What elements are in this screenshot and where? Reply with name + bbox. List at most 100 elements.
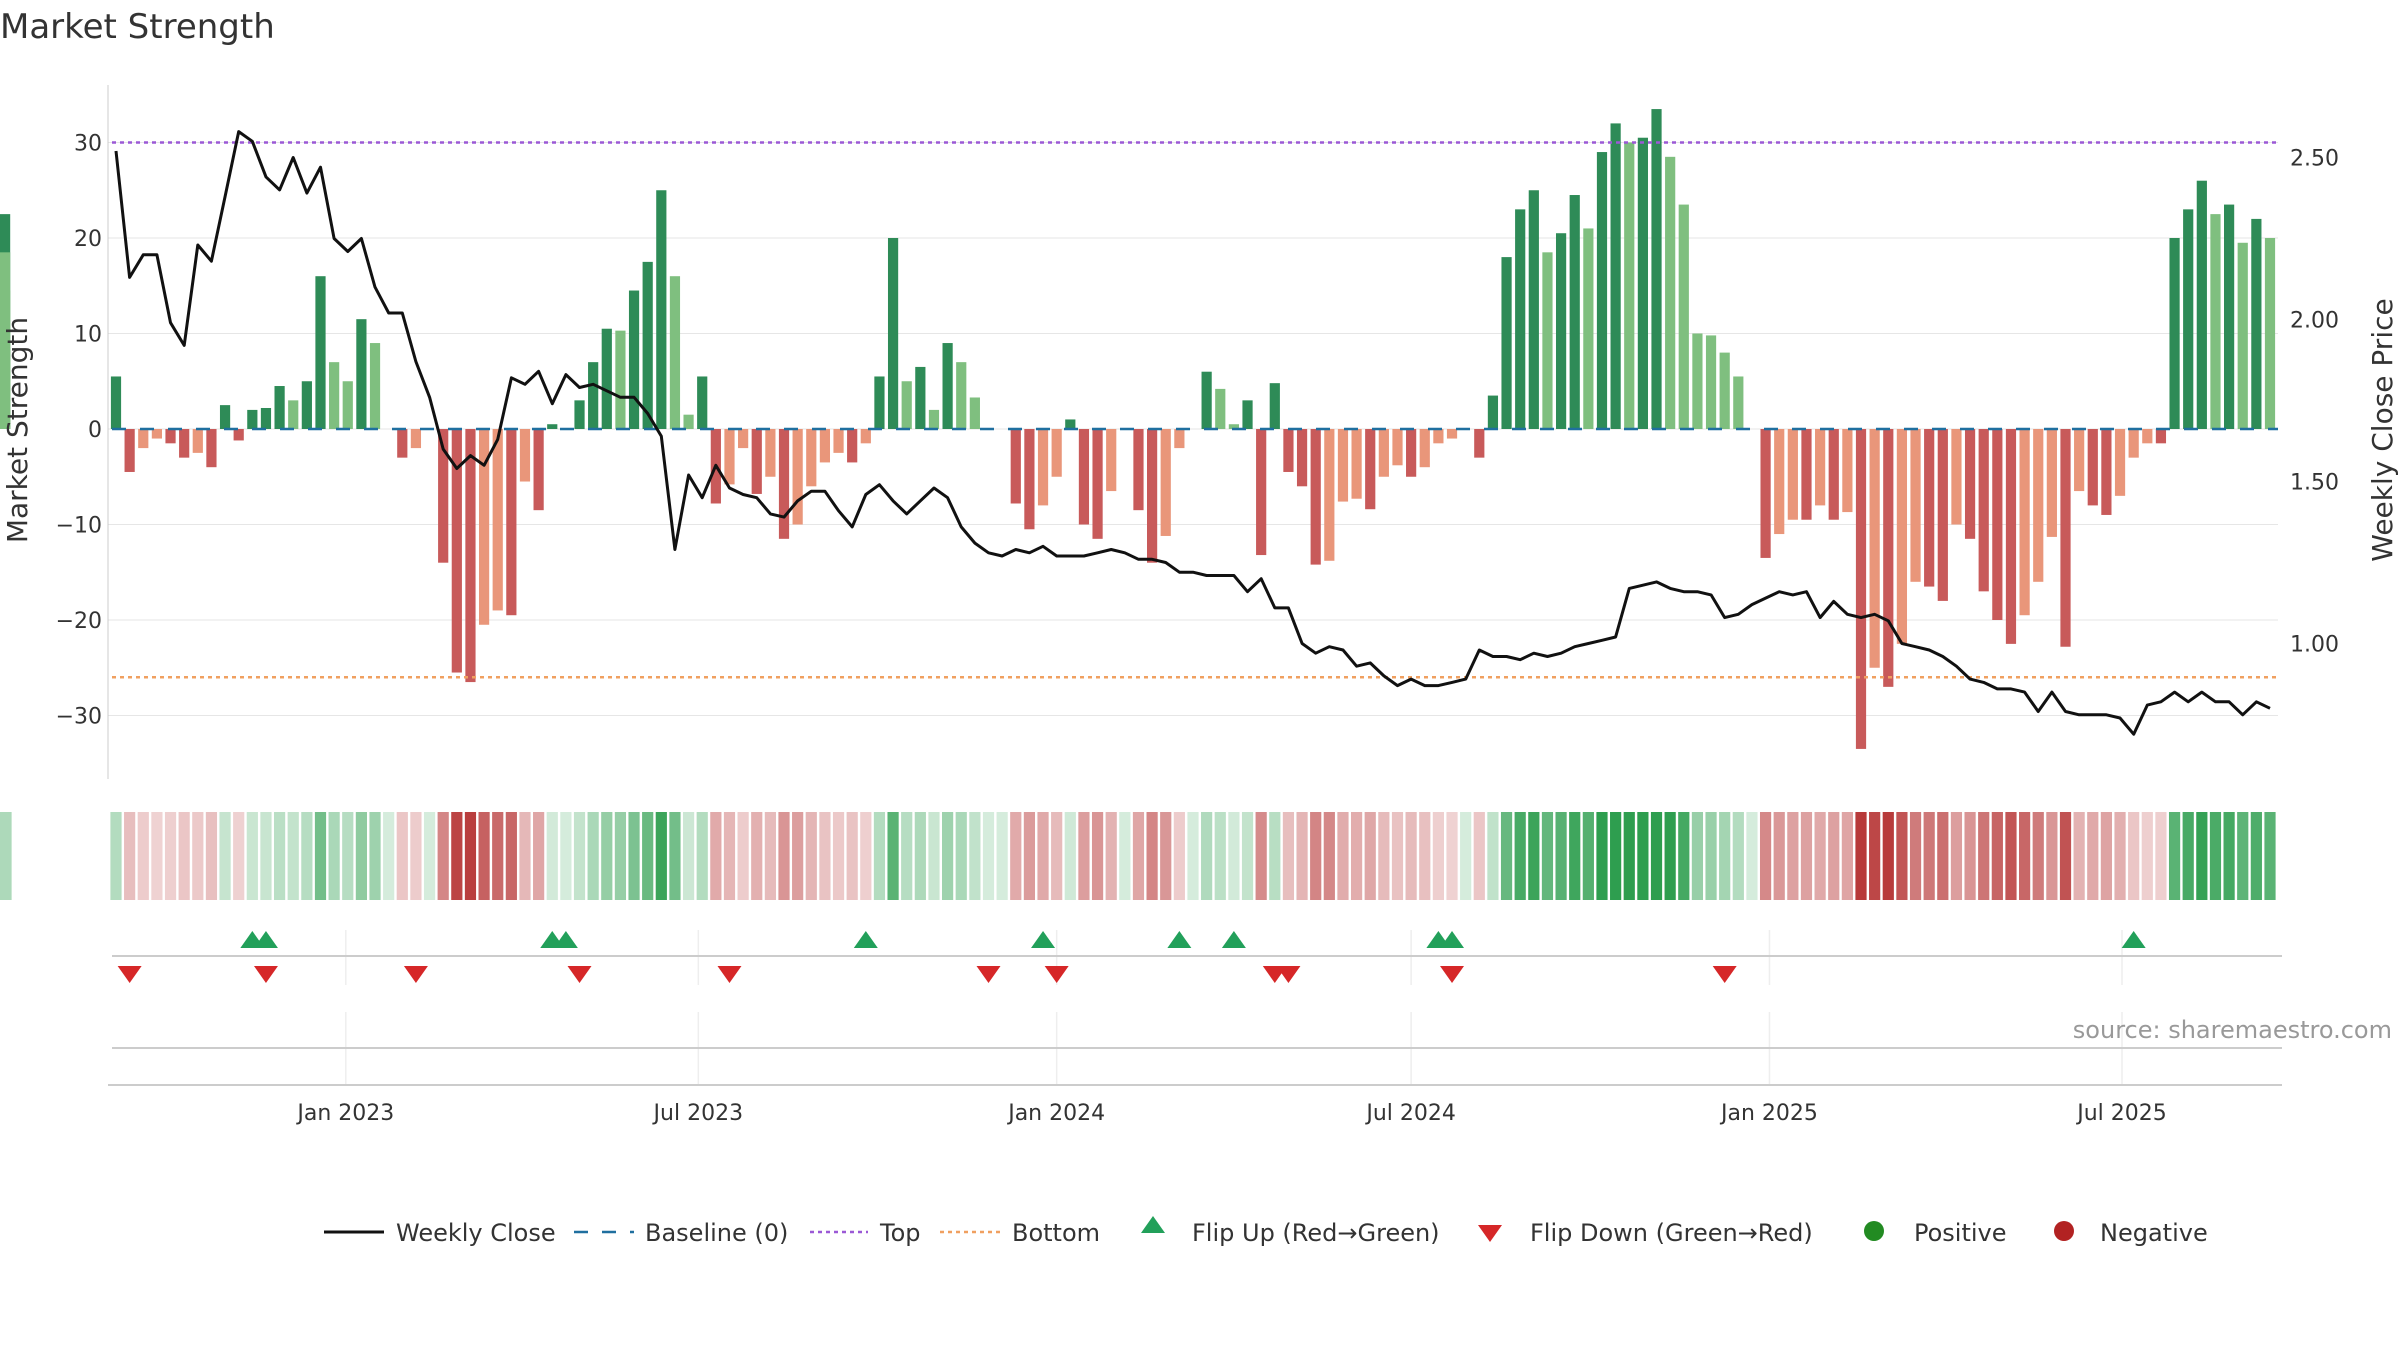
heat-cell: [505, 812, 517, 900]
strength-bar: [1065, 419, 1076, 429]
heat-cell: [2059, 812, 2072, 900]
heat-cell: [1623, 812, 1635, 900]
strength-bar: [2019, 429, 2030, 616]
legend-top-label: Top: [879, 1219, 921, 1247]
heat-cell: [2155, 812, 2167, 900]
strength-bar: [860, 429, 871, 444]
heat-cell: [873, 812, 886, 900]
heat-cell: [1541, 812, 1554, 900]
heat-cell: [710, 812, 722, 900]
heat-cell: [1705, 812, 1717, 900]
heat-cell: [1064, 812, 1076, 900]
strength-bar: [806, 429, 817, 487]
y-left-tick-label: 20: [74, 227, 102, 252]
strength-bar: [1705, 335, 1717, 429]
heat-cell: [2032, 812, 2044, 900]
x-tick-label: Jan 2023: [295, 1101, 394, 1126]
strength-bar: [1392, 429, 1403, 466]
legend: Weekly Close Baseline (0) Top Bottom Flip Up…: [324, 1216, 2208, 1247]
heat-cell: [1500, 812, 1513, 900]
strength-bar: [2142, 429, 2153, 444]
x-tick-label: Jan 2024: [1006, 1101, 1105, 1126]
heat-cell: [614, 812, 627, 900]
strength-bar: [956, 362, 967, 429]
strength-bar: [1501, 257, 1512, 429]
heat-cell: [1269, 812, 1281, 900]
strength-bar: [1924, 429, 1935, 587]
strength-bar: [1787, 429, 1798, 520]
heat-cell: [723, 812, 736, 900]
heat-cell: [396, 812, 408, 900]
strength-bar: [942, 343, 953, 429]
flip-up-marker: [253, 931, 278, 948]
strength-bar: [1637, 137, 1648, 429]
strength-bar: [1774, 429, 1785, 535]
heat-cell: [2182, 812, 2194, 900]
heat-cell: [737, 812, 749, 900]
strength-bar: [724, 429, 735, 485]
strength-bar: [1201, 371, 1212, 429]
flip-down-marker: [253, 966, 278, 983]
strength-bar: [315, 276, 326, 429]
axes: 30 20 10 0 −10 −20 −30 2.50 2.00 1.50 1.00 Jan 2023…: [56, 85, 2339, 1126]
strength-bar: [833, 429, 844, 453]
strength-bar: [0, 366, 11, 429]
heat-cell: [314, 812, 327, 900]
heat-cell: [969, 812, 981, 900]
heat-cell: [1282, 812, 1295, 900]
heat-cell: [1460, 812, 1472, 900]
heat-cell: [1582, 812, 1594, 900]
strength-bar: [547, 424, 558, 429]
heat-cell: [1350, 812, 1363, 900]
strength-bar: [2114, 429, 2126, 496]
strength-bar: [492, 429, 503, 611]
heat-cell: [1405, 812, 1417, 900]
strength-bar: [1487, 395, 1499, 429]
heat-cell: [546, 812, 558, 900]
strength-bar: [1583, 228, 1594, 429]
heat-cell: [2141, 812, 2153, 900]
heat-cell: [1759, 812, 1772, 900]
flip-up-marker: [853, 931, 878, 948]
y-right-tick-label: 1.00: [2290, 633, 2339, 658]
heat-cell: [1610, 812, 1622, 900]
strength-bar: [1215, 388, 1226, 429]
y-right-tick-label: 2.00: [2290, 309, 2339, 334]
strength-bar: [110, 376, 122, 429]
y-axis-left-label: Market Strength: [1, 317, 34, 543]
strength-bar: [1678, 204, 1689, 429]
heat-cell: [1773, 812, 1785, 900]
heat-cell: [478, 812, 490, 900]
legend-bottom-label: Bottom: [1012, 1219, 1100, 1247]
strength-bar: [2210, 214, 2221, 429]
strength-bar: [1174, 429, 1185, 449]
strength-bar: [179, 429, 190, 458]
strength-bars: [0, 109, 2276, 749]
strength-bar: [792, 429, 803, 525]
heat-cell: [655, 812, 667, 900]
y-right-tick-label: 2.50: [2290, 147, 2339, 172]
heat-cell: [1882, 812, 1894, 900]
heat-cell: [1855, 812, 1867, 900]
strength-bar: [847, 429, 858, 463]
legend-flip-down-label: Flip Down (Green→Red): [1530, 1219, 1813, 1247]
reference-lines: [112, 141, 2278, 679]
strength-bar: [1692, 333, 1703, 429]
heat-cell: [1909, 812, 1922, 900]
strength-bar: [601, 328, 612, 429]
x-tick-label: Jan 2025: [1719, 1101, 1818, 1126]
heat-cell: [1950, 812, 1963, 900]
strength-bar: [751, 429, 762, 494]
heat-cell: [2100, 812, 2113, 900]
strength-bar: [1651, 109, 1662, 429]
strength-bar: [1896, 429, 1908, 644]
strength-bar: [2005, 429, 2017, 644]
strength-bar: [1160, 429, 1171, 536]
strength-bar: [1978, 429, 1989, 592]
heat-cell: [1146, 812, 1158, 900]
strength-bar: [1542, 252, 1553, 429]
strength-bar: [1869, 429, 1880, 668]
heat-cell: [2250, 812, 2262, 900]
heat-cell: [205, 812, 218, 900]
heat-cell: [1869, 812, 1881, 900]
